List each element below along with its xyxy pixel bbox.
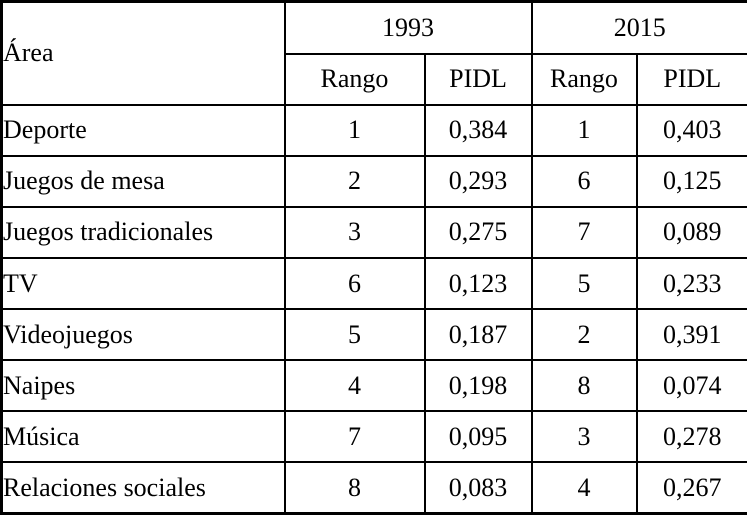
- header-row-subcolumns: Rango PIDL Rango PIDL: [2, 52, 747, 106]
- rango-2015-cell: 3: [530, 410, 638, 464]
- table-row-videojuegos: Videojuegos 5 0,187 2 0,391: [0, 308, 747, 362]
- year-1993-header: 1993: [283, 0, 533, 55]
- table-row-relaciones-sociales: Relaciones sociales 8 0,083 4 0,267: [0, 461, 747, 515]
- pidl-2015-cell: 0,233: [635, 256, 747, 311]
- pidl-1993-cell: 0,083: [423, 461, 533, 515]
- table-row-musica: Música 7 0,095 3 0,278: [0, 410, 747, 464]
- pidl-2015-cell: 0,278: [635, 410, 747, 464]
- pidl-1993-cell: 0,123: [423, 256, 533, 311]
- area-cell: Juegos tradicionales: [0, 205, 286, 259]
- area-cell: Videojuegos: [0, 308, 286, 362]
- pidl-1993-header: PIDL: [423, 52, 533, 106]
- rango-2015-cell: 2: [530, 308, 638, 362]
- rango-1993-cell: 1: [283, 103, 426, 157]
- rango-2015-cell: 8: [530, 359, 638, 413]
- area-cell: Deporte: [0, 103, 286, 157]
- rango-2015-cell: 7: [530, 205, 638, 259]
- pidl-2015-cell: 0,089: [635, 205, 747, 259]
- pidl-1993-cell: 0,275: [423, 205, 533, 259]
- rango-2015-cell: 1: [530, 103, 638, 157]
- area-cell: Música: [0, 410, 286, 464]
- pidl-2015-cell: 0,074: [635, 359, 747, 413]
- pidl-2015-cell: 0,125: [635, 154, 747, 208]
- pidl-2015-cell: 0,391: [635, 308, 747, 362]
- area-cell: TV: [0, 256, 286, 311]
- rango-1993-cell: 8: [283, 461, 426, 515]
- pidl-1993-cell: 0,384: [423, 103, 533, 157]
- pidl-1993-cell: 0,187: [423, 308, 533, 362]
- pidl-1993-cell: 0,198: [423, 359, 533, 413]
- pidl-1993-cell: 0,293: [423, 154, 533, 208]
- rango-2015-cell: 6: [530, 154, 638, 208]
- table-row-deporte: Deporte 1 0,384 1 0,403: [0, 103, 747, 157]
- area-cell: Juegos de mesa: [0, 154, 286, 208]
- rango-2015-header: Rango: [530, 52, 638, 106]
- table-row-naipes: Naipes 4 0,198 8 0,074: [0, 359, 747, 413]
- rango-2015-cell: 4: [530, 461, 638, 515]
- pidl-1993-cell: 0,095: [423, 410, 533, 464]
- area-cell: Naipes: [0, 359, 286, 413]
- table-row-juegos-de-mesa: Juegos de mesa 2 0,293 6 0,125: [0, 154, 747, 208]
- table-row-tv: TV 6 0,123 5 0,233: [0, 256, 747, 311]
- year-2015-header: 2015: [530, 0, 747, 55]
- rango-2015-cell: 5: [530, 256, 638, 311]
- rango-1993-cell: 4: [283, 359, 426, 413]
- rango-1993-header: Rango: [283, 52, 426, 106]
- header-row-years: Área 1993 2015: [0, 0, 747, 106]
- pidl-2015-header: PIDL: [635, 52, 747, 106]
- pidl-2015-cell: 0,403: [635, 103, 747, 157]
- rango-1993-cell: 2: [283, 154, 426, 208]
- table-row-juegos-tradicionales: Juegos tradicionales 3 0,275 7 0,089: [0, 205, 747, 259]
- rango-1993-cell: 7: [283, 410, 426, 464]
- rango-1993-cell: 5: [283, 308, 426, 362]
- area-cell: Relaciones sociales: [0, 461, 286, 515]
- pidl-2015-cell: 0,267: [635, 461, 747, 515]
- rango-1993-cell: 6: [283, 256, 426, 311]
- area-column-header: Área: [0, 0, 286, 106]
- rango-1993-cell: 3: [283, 205, 426, 259]
